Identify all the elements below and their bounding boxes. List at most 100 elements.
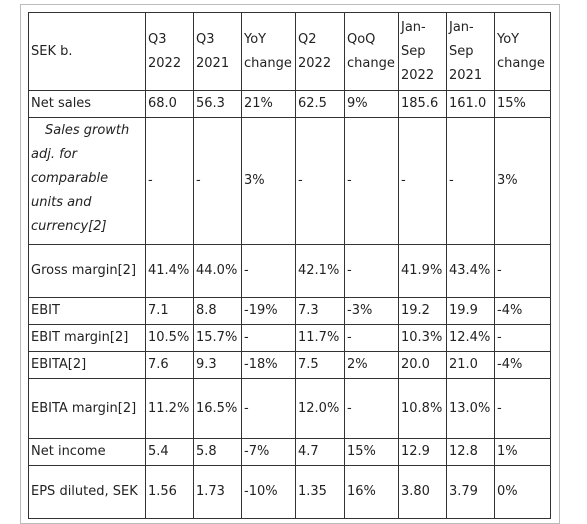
row-label: Sales growth adj. for comparable units a…	[28, 117, 146, 245]
cell: -	[398, 117, 447, 245]
cell: 12.8	[446, 438, 495, 466]
header-line: Sep	[401, 43, 426, 59]
cell: 0%	[494, 465, 551, 519]
cell: -	[241, 244, 296, 298]
cell: 8.8	[193, 297, 242, 325]
cell: 16%	[344, 465, 399, 519]
header-line: 2021	[449, 67, 483, 83]
header-cell: QoQ change	[344, 12, 399, 91]
cell: 5.4	[145, 438, 194, 466]
cell: 41.9%	[398, 244, 447, 298]
cell: 1.56	[145, 465, 194, 519]
cell: 1%	[494, 438, 551, 466]
cell: 3.79	[446, 465, 495, 519]
header-line: Q3	[148, 31, 167, 47]
row-label: EBITA[2]	[28, 351, 146, 379]
cell: 12.0%	[295, 378, 345, 439]
header-row: SEK b. Q3 2022 Q3 2021 YoY change Q2 2022 QoQ chan…	[28, 12, 551, 91]
cell: 10.3%	[398, 324, 447, 352]
cell: 7.5	[295, 351, 345, 379]
cell: 21%	[241, 90, 296, 118]
data-row: Net sales 68.0 56.3 21% 62.5 9% 185.6 161.0 15%	[28, 90, 551, 118]
header-cell: Q3 2022	[145, 12, 194, 91]
cell: 19.9	[446, 297, 495, 325]
cell: 5.8	[193, 438, 242, 466]
header-line: Q2	[298, 31, 317, 47]
header-line: change	[244, 55, 292, 71]
cell: 62.5	[295, 90, 345, 118]
cell: -10%	[241, 465, 296, 519]
header-line: change	[347, 55, 395, 71]
cell: 10.8%	[398, 378, 447, 439]
cell: -4%	[494, 351, 551, 379]
data-row: Net income 5.4 5.8 -7% 4.7 15% 12.9 12.8 1%	[28, 438, 551, 466]
cell: -	[295, 117, 345, 245]
cell: 42.1%	[295, 244, 345, 298]
cell: -	[193, 117, 242, 245]
header-cell: Q3 2021	[193, 12, 242, 91]
cell: 185.6	[398, 90, 447, 118]
table-body: SEK b. Q3 2022 Q3 2021 YoY change Q2 2022 QoQ chan…	[28, 12, 551, 519]
cell: 20.0	[398, 351, 447, 379]
header-line: Jan-	[449, 19, 474, 35]
cell: 13.0%	[446, 378, 495, 439]
cell: 7.6	[145, 351, 194, 379]
cell: 7.3	[295, 297, 345, 325]
data-row: EBIT 7.1 8.8 -19% 7.3 -3% 19.2 19.9 -4%	[28, 297, 551, 325]
row-label: Gross margin[2]	[28, 244, 146, 298]
cell: -4%	[494, 297, 551, 325]
cell: 4.7	[295, 438, 345, 466]
data-row: EPS diluted, SEK 1.56 1.73 -10% 1.35 16% 3.80 3…	[28, 465, 551, 519]
cell: 15%	[494, 90, 551, 118]
cell: 41.4%	[145, 244, 194, 298]
cell: 68.0	[145, 90, 194, 118]
header-cell: YoY change	[241, 12, 296, 91]
cell: 44.0%	[193, 244, 242, 298]
header-cell: Jan- Sep 2021	[446, 12, 495, 91]
row-label: EBIT	[28, 297, 146, 325]
header-line: 2022	[401, 67, 435, 83]
cell: 3%	[241, 117, 296, 245]
cell: 16.5%	[193, 378, 242, 439]
header-line: 2022	[298, 55, 332, 71]
cell: -	[344, 324, 399, 352]
cell: 15.7%	[193, 324, 242, 352]
cell: 1.73	[193, 465, 242, 519]
header-line: Jan-	[401, 19, 426, 35]
cell: -	[344, 378, 399, 439]
header-line: YoY	[497, 31, 520, 47]
header-line: 2021	[196, 55, 230, 71]
cell: 3%	[494, 117, 551, 245]
cell: 21.0	[446, 351, 495, 379]
cell: -	[241, 324, 296, 352]
data-row: EBITA margin[2] 11.2% 16.5% -12.0% -10.8% 13.…	[28, 378, 551, 439]
cell: -	[494, 378, 551, 439]
cell: -18%	[241, 351, 296, 379]
cell: -3%	[344, 297, 399, 325]
cell: 3.80	[398, 465, 447, 519]
data-row: EBIT margin[2] 10.5% 15.7% -11.7% -10.3% 12.4…	[28, 324, 551, 352]
header-cell: Jan- Sep 2022	[398, 12, 447, 91]
data-row: Sales growth adj. for comparable units a…	[28, 117, 551, 245]
row-label: EBITA margin[2]	[28, 378, 146, 439]
cell: 11.2%	[145, 378, 194, 439]
cell: 9.3	[193, 351, 242, 379]
cell: 7.1	[145, 297, 194, 325]
cell: 1.35	[295, 465, 345, 519]
cell: 12.4%	[446, 324, 495, 352]
cell: -	[494, 244, 551, 298]
cell: 2%	[344, 351, 399, 379]
cell: -7%	[241, 438, 296, 466]
cell: -	[241, 378, 296, 439]
header-cell: YoY change	[494, 12, 551, 91]
cell: -	[446, 117, 495, 245]
row-label: Net income	[28, 438, 146, 466]
row-label: Net sales	[28, 90, 146, 118]
row-label: EBIT margin[2]	[28, 324, 146, 352]
financial-table: SEK b. Q3 2022 Q3 2021 YoY change Q2 2022 QoQ chan…	[28, 12, 551, 519]
cell: -	[145, 117, 194, 245]
row-label: EPS diluted, SEK	[28, 465, 146, 519]
cell: 15%	[344, 438, 399, 466]
cell: 11.7%	[295, 324, 345, 352]
cell: 19.2	[398, 297, 447, 325]
